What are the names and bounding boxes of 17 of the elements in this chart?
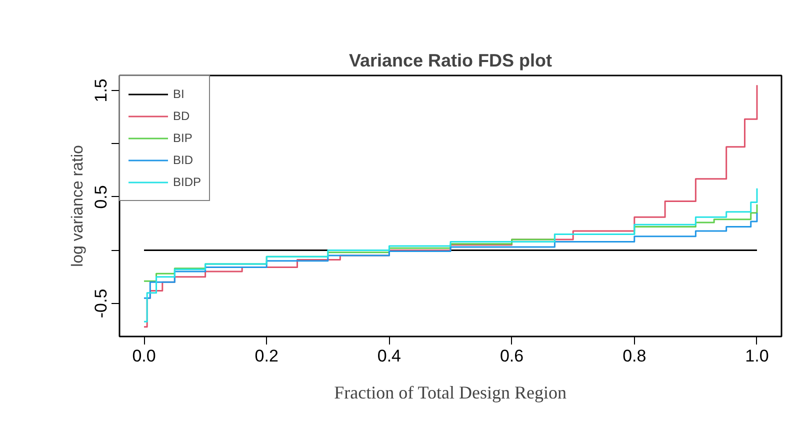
legend-label: BIDP (173, 175, 202, 189)
y-tick-label: 1.5 (92, 78, 110, 102)
x-tick-label: 0.0 (132, 346, 156, 366)
x-tick-label: 0.4 (377, 346, 402, 366)
x-tick-label: 0.6 (500, 346, 524, 366)
legend-label: BI (173, 87, 186, 101)
x-tick-label: 0.8 (622, 346, 646, 366)
x-axis-title: Fraction of Total Design Region (334, 382, 567, 402)
legend-label: BIP (173, 131, 193, 145)
legend-label: BID (173, 153, 194, 167)
x-tick-label: 0.2 (254, 346, 278, 366)
legend-label: BD (173, 109, 191, 123)
y-tick-label: 0.5 (92, 185, 110, 209)
y-tick-label: -0.5 (92, 288, 110, 318)
chart-title: Variance Ratio FDS plot (348, 50, 552, 70)
y-axis-title: log variance ratio (70, 144, 86, 267)
x-tick-label: 1.0 (745, 346, 769, 366)
